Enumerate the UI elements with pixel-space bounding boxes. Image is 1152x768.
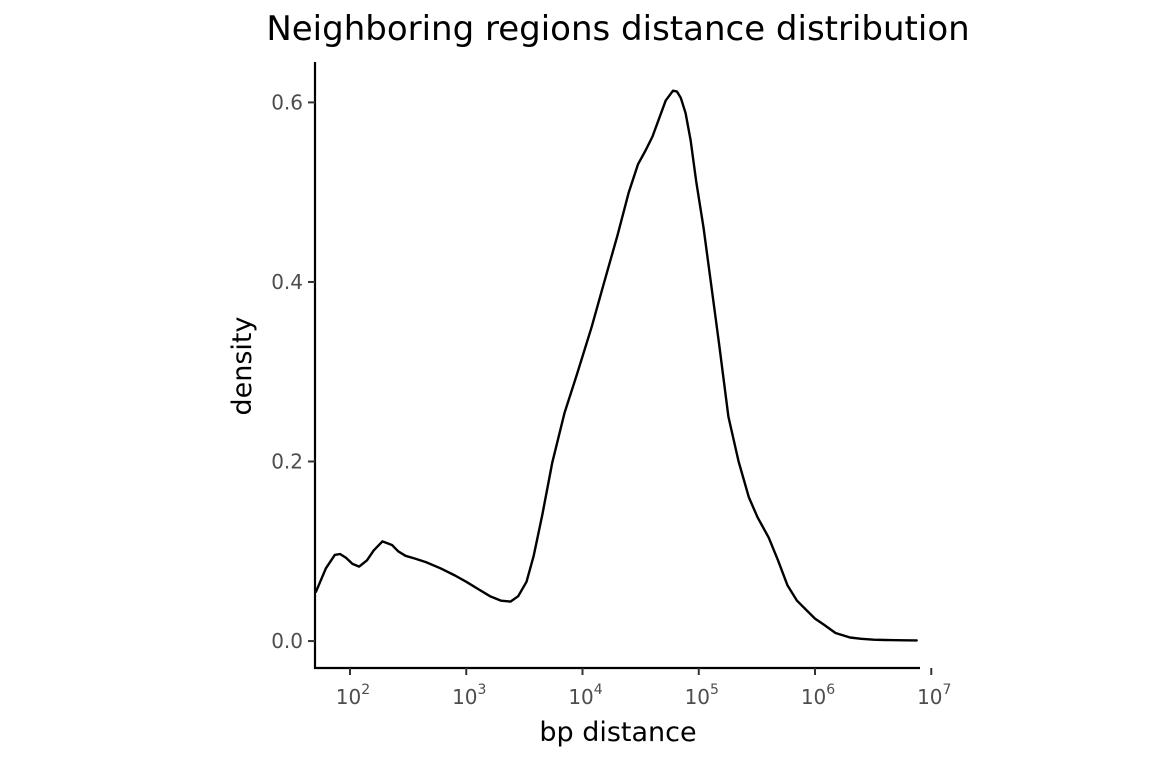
chart-title: Neighboring regions distance distributio… (266, 9, 969, 49)
plot-area: 0.0 0.2 0.4 0.6 102 103 104 105 106 107 (271, 62, 951, 709)
y-tick-label: 0.6 (271, 90, 303, 114)
density-line (314, 89, 918, 642)
x-tick-label: 105 (685, 682, 719, 709)
y-tick-label: 0.0 (271, 629, 303, 653)
y-axis-title: density (227, 316, 258, 415)
x-tick-label: 102 (336, 682, 370, 709)
x-tick-label: 107 (917, 682, 951, 709)
x-tick-label: 106 (801, 682, 835, 709)
x-axis-title: bp distance (539, 717, 696, 748)
x-tick-label: 104 (568, 682, 602, 709)
y-tick-label: 0.4 (271, 270, 303, 294)
x-tick-label: 103 (452, 682, 486, 709)
y-tick-label: 0.2 (271, 450, 303, 474)
